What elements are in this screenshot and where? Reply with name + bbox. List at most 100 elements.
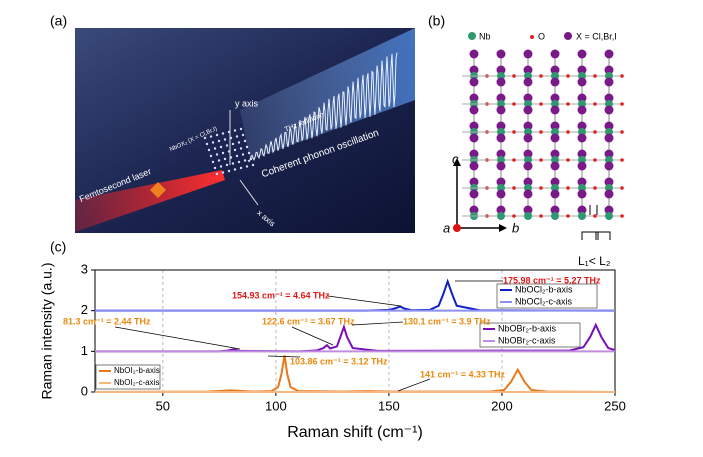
x-atom: [469, 121, 479, 131]
crystal-cube: [203, 127, 255, 176]
laser-pulse: [150, 182, 166, 198]
annotation-arrow: [327, 295, 402, 307]
x-atom: [496, 77, 506, 87]
x-atom: [577, 49, 587, 59]
x-atom: [577, 121, 587, 131]
annotation-arrow: [114, 326, 241, 350]
legend-swatch: [468, 32, 476, 40]
o-atom: [539, 102, 543, 106]
x-atom: [604, 77, 614, 87]
atom: [241, 153, 245, 156]
atom: [231, 142, 235, 146]
annotation: 81.3 cm⁻¹ = 2.44 THz: [63, 316, 151, 326]
x-atom: [523, 189, 533, 199]
x-atom: [604, 149, 614, 159]
o-atom: [566, 214, 570, 218]
atom: [219, 145, 223, 149]
atom: [207, 148, 211, 152]
legend-text: O: [538, 31, 545, 41]
atom: [235, 154, 239, 158]
atom: [213, 166, 217, 170]
atom: [227, 169, 231, 173]
nb-atom: [524, 212, 532, 220]
atom: [223, 138, 227, 141]
atom: [203, 136, 207, 140]
atom: [241, 133, 245, 137]
axis-text: c: [452, 151, 459, 166]
x-atom: [469, 65, 479, 75]
x-atom: [523, 93, 533, 103]
x-atom: [550, 133, 560, 143]
lattice: [462, 49, 624, 220]
x-atom: [577, 161, 587, 171]
panel-label: (c): [50, 239, 66, 255]
x-atom: [604, 49, 614, 59]
x-atom: [496, 105, 506, 115]
atom: [239, 127, 243, 131]
o-atom: [512, 214, 516, 218]
o-atom: [620, 214, 624, 218]
o-atom: [620, 102, 624, 106]
atom: [223, 157, 227, 161]
legend-label: NbOBr₂-b-axis: [498, 323, 557, 333]
atom: [211, 160, 215, 164]
laser-beam: [75, 170, 225, 232]
atom: [243, 139, 247, 143]
x-atom: [550, 77, 560, 87]
atom: [205, 142, 209, 146]
atom: [247, 151, 251, 155]
spacing-text: L₁< L₂: [578, 254, 611, 268]
arrow-head: [453, 158, 461, 166]
x-tick-label: 250: [604, 398, 626, 413]
atom: [217, 159, 221, 162]
thz-wave: [247, 52, 398, 163]
atom: [215, 133, 219, 137]
annotation: 130.1 cm⁻¹ = 3.9 THz: [403, 316, 491, 326]
x-atom: [496, 121, 506, 131]
legend-label: NbOBr₂-c-axis: [498, 335, 556, 345]
legend-label: NbOCl₂-b-axis: [515, 284, 573, 294]
atom: [211, 141, 215, 144]
x-tick-label: 200: [491, 398, 513, 413]
thz-beam: [240, 28, 415, 160]
x-atom: [523, 49, 533, 59]
atom: [217, 139, 221, 143]
spacing-bracket: [581, 205, 611, 240]
x-atom: [469, 149, 479, 159]
atom: [225, 163, 229, 167]
annotation-arrow: [351, 321, 404, 326]
o-atom: [620, 130, 624, 134]
x-atom: [604, 121, 614, 131]
o-atom: [566, 102, 570, 106]
y-tick-label: 1: [81, 343, 88, 358]
x-atom: [604, 161, 614, 171]
x-atom: [550, 65, 560, 75]
x-atom: [577, 205, 587, 215]
o-atom: [620, 74, 624, 78]
atom: [251, 163, 255, 167]
x-atom: [523, 105, 533, 115]
o-atom: [539, 186, 543, 190]
x-atom: [469, 49, 479, 59]
axis-text: y axis: [235, 98, 259, 108]
o-atom: [512, 186, 516, 190]
x-atom: [604, 93, 614, 103]
atom: [231, 162, 235, 165]
x-atom: [496, 177, 506, 187]
x-atom: [496, 65, 506, 75]
annotation: 175.98 cm⁻¹ = 5.27 THz: [503, 275, 601, 285]
x-atom: [469, 177, 479, 187]
x-atom: [469, 105, 479, 115]
nb-atom: [497, 212, 505, 220]
x-atom: [604, 65, 614, 75]
o-atom: [620, 186, 624, 190]
o-atom: [539, 74, 543, 78]
o-atom: [566, 130, 570, 134]
x-axis-label: Raman shift (cm⁻¹): [287, 424, 423, 441]
x-atom: [523, 177, 533, 187]
raman-chart: 50 100 150 200 250 0 1 2 3 Raman shift (cm⁻¹) Rama…: [39, 261, 626, 441]
y-tick-label: 3: [81, 261, 88, 276]
legend-box: [496, 283, 598, 309]
x-tick-label: 150: [378, 398, 400, 413]
